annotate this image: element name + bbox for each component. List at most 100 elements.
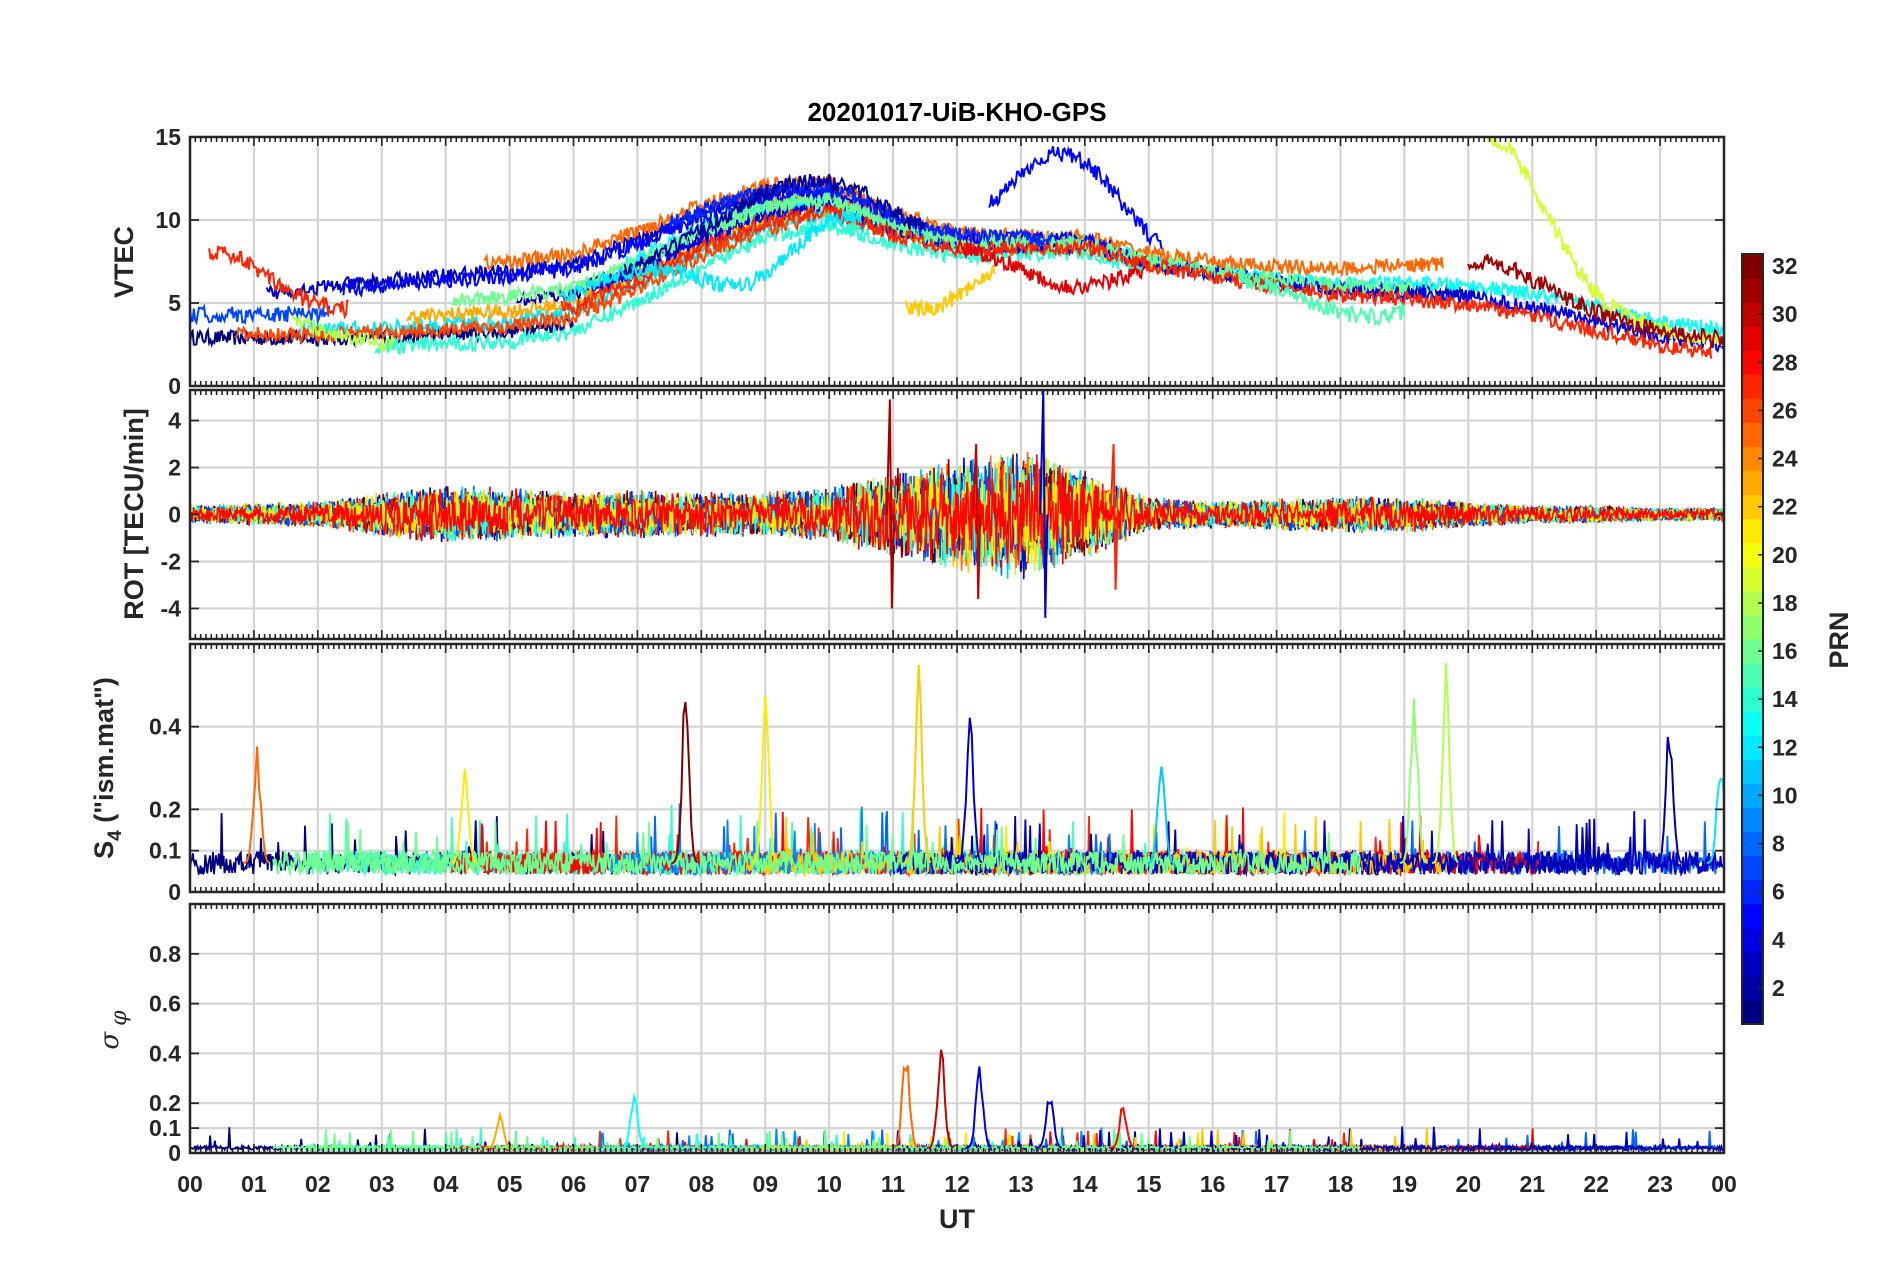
panel-vtec-frame <box>188 135 1726 388</box>
colorbar-segment <box>1742 807 1763 833</box>
spike-line <box>1706 777 1724 865</box>
x-tick-label: 02 <box>305 1171 331 1197</box>
vtec-series-line <box>190 317 575 349</box>
colorbar-segment <box>1742 879 1763 905</box>
colorbar-segment <box>1742 566 1763 592</box>
colorbar-tick-label: 14 <box>1772 686 1798 712</box>
baseline-series-line <box>272 1129 1361 1153</box>
colorbar-tick-label: 22 <box>1772 494 1798 520</box>
vtec-series-line <box>623 173 926 277</box>
spike-line <box>751 695 778 865</box>
panel-sigma-phi-series <box>190 1049 1724 1153</box>
panel-s4-series <box>190 662 1724 878</box>
x-tick-label: 19 <box>1392 1171 1418 1197</box>
colorbar-segment <box>1742 735 1763 760</box>
colorbar-segment <box>1742 254 1763 279</box>
y-tick-label: 15 <box>155 124 181 150</box>
y-tick-label: 0 <box>168 1140 181 1166</box>
x-tick-label: 07 <box>625 1171 651 1197</box>
y-tick-label: -4 <box>161 595 182 621</box>
colorbar-segment <box>1742 687 1763 712</box>
colorbar-segment <box>1742 903 1763 929</box>
colorbar-segment <box>1742 422 1763 448</box>
x-tick-label: 11 <box>881 1171 906 1197</box>
colorbar-frame <box>1741 253 1764 1025</box>
y-tick-label: 0.1 <box>149 838 181 864</box>
y-tick-label: 0.8 <box>149 941 181 967</box>
y-tick-label: 10 <box>155 207 181 233</box>
x-tick-label: 05 <box>497 1171 523 1197</box>
y-tick-label: 0 <box>168 879 181 905</box>
y-tick-label: 2 <box>168 455 181 481</box>
colorbar-segment <box>1742 927 1763 953</box>
colorbar-segment <box>1742 542 1763 568</box>
vtec-series-line <box>956 238 1144 296</box>
colorbar-tick-label: 2 <box>1772 975 1785 1001</box>
x-tick-label: 12 <box>944 1171 970 1197</box>
colorbar-segment <box>1742 326 1763 351</box>
colorbar-tick-label: 30 <box>1772 301 1798 327</box>
x-tick-label: 06 <box>561 1171 587 1197</box>
vtec-series-line <box>1486 137 1724 347</box>
x-tick-label: 15 <box>1136 1171 1162 1197</box>
x-tick-label: 14 <box>1072 1171 1098 1197</box>
x-tick-label: 08 <box>689 1171 715 1197</box>
x-tick-label: 00 <box>1711 1171 1737 1197</box>
x-minor-ticks <box>189 390 1725 639</box>
y-tick-label: 0.4 <box>149 714 181 740</box>
rot-extreme-spike <box>885 399 895 609</box>
panel-vtec-y-ticks: 0 5 10 15 <box>155 124 1724 399</box>
spike-line <box>1035 1100 1063 1150</box>
panel-sigma-phi: 00.10.2 0.4 0.6 0.8 σφ <box>95 902 1726 1166</box>
y-tick-label: 0.2 <box>149 1090 181 1116</box>
colorbar-tick-label: 12 <box>1772 734 1798 760</box>
colorbar-tick-label: 20 <box>1772 542 1798 568</box>
colorbar-segment <box>1742 374 1763 399</box>
x-tick-label: 13 <box>1008 1171 1034 1197</box>
vtec-series-line <box>451 191 1412 310</box>
y-tick-label: 0 <box>168 373 181 399</box>
panel-rot-series <box>190 390 1724 618</box>
vtec-series-line <box>1467 253 1724 350</box>
panel-vtec-ylabel: VTEC <box>109 226 139 298</box>
colorbar-tick-label: 16 <box>1772 638 1798 664</box>
panel-vtec-series <box>190 137 1724 359</box>
colorbar-segment <box>1742 470 1763 496</box>
colorbar-segment <box>1742 975 1763 1001</box>
colorbar-tick-label: 6 <box>1772 879 1785 905</box>
colorbar-segment <box>1742 614 1763 640</box>
vtec-series-line <box>208 245 349 320</box>
spike-line <box>620 1092 647 1150</box>
colorbar-segment <box>1742 494 1763 520</box>
panel-sigma-phi-ylabel: σφ <box>95 1010 132 1050</box>
spike-line <box>1399 698 1427 865</box>
x-tick-label: 20 <box>1456 1171 1482 1197</box>
x-tick-label: 17 <box>1264 1171 1290 1197</box>
colorbar-segment <box>1742 951 1763 977</box>
spike-line <box>1431 662 1459 865</box>
rot-extreme-spike <box>972 443 982 600</box>
vtec-series-line <box>668 178 1054 249</box>
panel-vtec: 0 5 10 15 VTEC <box>109 124 1726 399</box>
colorbar-segment <box>1742 278 1763 303</box>
colorbar-segment <box>1742 350 1763 375</box>
rot-extreme-spike <box>1039 390 1049 618</box>
colorbar-segment <box>1742 831 1763 857</box>
colorbar-segment <box>1742 663 1763 688</box>
spike-line <box>671 701 699 865</box>
colorbar-segment <box>1742 446 1763 472</box>
x-tick-label: 16 <box>1200 1171 1226 1197</box>
y-tick-label: 5 <box>168 290 181 316</box>
x-minor-ticks <box>189 644 1725 892</box>
spike-line <box>904 664 932 865</box>
colorbar-segment <box>1742 711 1763 736</box>
panel-sigma-phi-y-ticks: 00.10.2 0.4 0.6 0.8 <box>149 941 1724 1166</box>
colorbar-segment <box>1742 759 1763 784</box>
colorbar-tick-label: 26 <box>1772 397 1798 423</box>
x-tick-label: 01 <box>241 1171 267 1197</box>
colorbar-segment <box>1742 639 1763 664</box>
spike-line <box>965 1066 992 1150</box>
vtec-series-line <box>560 202 1713 359</box>
